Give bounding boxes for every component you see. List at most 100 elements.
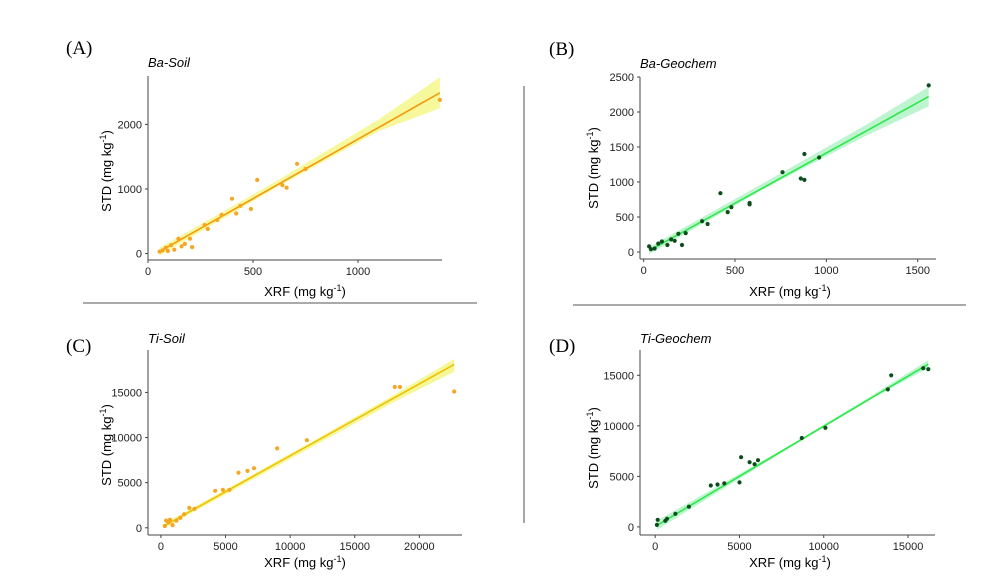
panel-d-data-point (889, 373, 894, 378)
panel-c-data-point (275, 446, 280, 451)
panel-a-data-point (215, 217, 220, 223)
panel-a: (A) Ba-Soil 0 500 1000 0 1000 2000 XRF (mg kg… (66, 38, 442, 299)
panel-b-data-point (672, 238, 677, 243)
panel-c-data-point (213, 488, 218, 493)
panel-b-x-tick-label: 500 (726, 265, 744, 277)
panel-a-data-point (176, 236, 181, 241)
panel-a-data-point (172, 247, 177, 252)
panel-a-x-tick-label: 500 (244, 266, 262, 278)
panel-b-y-tick-label: 0 (628, 247, 634, 259)
panel-d-y-tick-label: 0 (628, 522, 634, 534)
panel-d-data-point (747, 460, 752, 465)
panel-b-data-point (656, 241, 661, 246)
panel-c-data-point (452, 389, 457, 394)
panel-d-data-point (823, 425, 828, 430)
panel-c-x-tick-label: 20000 (404, 541, 435, 553)
panel-c-y-tick-label: 0 (136, 523, 142, 535)
panel-c-data-point (167, 517, 173, 522)
panel-c-x-tick-label: 10000 (275, 541, 306, 553)
panel-b-data-point (659, 239, 665, 244)
panel-b-x-tick-label: 0 (641, 265, 647, 277)
panel-d-data-point (722, 481, 727, 486)
panel-c-letter: (C) (66, 336, 91, 357)
panel-a-data-point (280, 183, 285, 188)
panel-c-x-tick-label: 0 (158, 541, 164, 553)
panel-b-data-point (652, 246, 657, 251)
panel-a-data-point (169, 243, 174, 248)
panel-d-data-point (926, 367, 931, 372)
panel-c-x-tick-label: 15000 (339, 541, 370, 553)
panel-b-data-point (780, 170, 785, 175)
panel-b-data-point (648, 247, 654, 252)
panel-b-data-point (669, 237, 674, 242)
panel-d-data-point (686, 504, 692, 509)
panel-b-data-point (747, 202, 752, 207)
panel-c-data-point (245, 468, 250, 473)
panel-c-data-point (251, 466, 257, 471)
panel-b-data-point (679, 242, 685, 248)
panel-a-data-point (219, 212, 224, 217)
panel-d-data-point (708, 483, 713, 488)
panel-a-letter: (A) (66, 38, 92, 59)
panel-a-data-point (284, 185, 289, 190)
panel-c-y-tick-label: 15000 (111, 387, 142, 399)
panel-b-letter: (B) (549, 39, 574, 60)
panel-c-data-point (192, 506, 197, 511)
panel-d-data-point (739, 455, 744, 460)
panel-d-x-axis-title: XRF (mg kg-1) (749, 554, 831, 570)
panel-c: (C) Ti-Soil 0 5000 10000 15000 20000 0 5000 100… (66, 331, 462, 570)
panel-d-data-point (755, 458, 761, 463)
panel-b-data-point (926, 83, 931, 88)
panel-d-data-point (799, 435, 804, 441)
panel-a-data-point (187, 236, 193, 241)
panel-c-data-point (220, 487, 225, 492)
panel-b-data-point (802, 177, 807, 182)
panel-b-data-point (729, 205, 734, 210)
panel-a-plot: 0 500 1000 0 1000 2000 (118, 76, 442, 278)
panel-c-data-point (174, 518, 179, 523)
panel-a-data-point (163, 245, 168, 250)
panel-a-data-point (255, 177, 260, 182)
panel-c-x-axis-title: XRF (mg kg-1) (264, 554, 346, 570)
panel-b-data-point (683, 231, 688, 236)
panel-c-title: Ti-Soil (148, 331, 186, 346)
panel-a-regression-line (159, 92, 441, 253)
panel-b-data-point (718, 191, 723, 196)
panel-c-data-point (178, 515, 183, 521)
panel-c-confidence-band (164, 359, 455, 528)
panel-d-data-point (654, 522, 660, 528)
panel-d-data-point (655, 517, 660, 522)
panel-d-data-point (737, 480, 742, 485)
panel-d-x-tick-label: 5000 (727, 541, 751, 553)
panel-b-y-tick-label: 1500 (610, 142, 634, 154)
panel-d-plot: 0 5000 10000 15000 0 5000 10000 15000 (603, 350, 935, 553)
panel-a-y-tick-label: 2000 (118, 119, 142, 131)
panel-d-data-point (664, 516, 670, 521)
panel-b: (B) Ba-Geochem 0 500 1000 1500 0 500 1000 1500 2… (549, 39, 936, 299)
panel-a-x-axis-title: XRF (mg kg-1) (264, 283, 346, 299)
panel-b-y-tick-label: 1000 (610, 177, 634, 189)
panel-d-x-tick-label: 10000 (808, 541, 839, 553)
panel-c-x-tick-label: 5000 (213, 541, 237, 553)
panel-c-data-point (397, 384, 403, 390)
panel-c-y-tick-label: 5000 (118, 478, 142, 490)
panel-d-data-point (885, 387, 890, 392)
panel-b-data-point (817, 155, 822, 160)
panel-c-y-tick-label: 10000 (111, 433, 142, 445)
panel-d-y-tick-label: 10000 (603, 421, 634, 433)
panel-d-regression-line (656, 363, 929, 527)
panel-b-title: Ba-Geochem (640, 56, 717, 71)
panel-b-data-point (676, 231, 681, 236)
panel-d-x-tick-label: 15000 (893, 541, 924, 553)
panel-b-data-point (725, 210, 730, 215)
panel-c-data-point (182, 512, 187, 517)
panel-d-title: Ti-Geochem (640, 331, 712, 346)
panel-a-confidence-band (159, 77, 440, 256)
panel-c-data-point (170, 523, 175, 528)
panel-a-x-tick-label: 0 (145, 266, 151, 278)
panel-b-y-axis-title: STD (mg kg-1) (585, 127, 601, 209)
panel-a-data-point (295, 161, 300, 166)
panel-c-data-point (162, 523, 167, 529)
panel-d-data-point (673, 511, 678, 516)
